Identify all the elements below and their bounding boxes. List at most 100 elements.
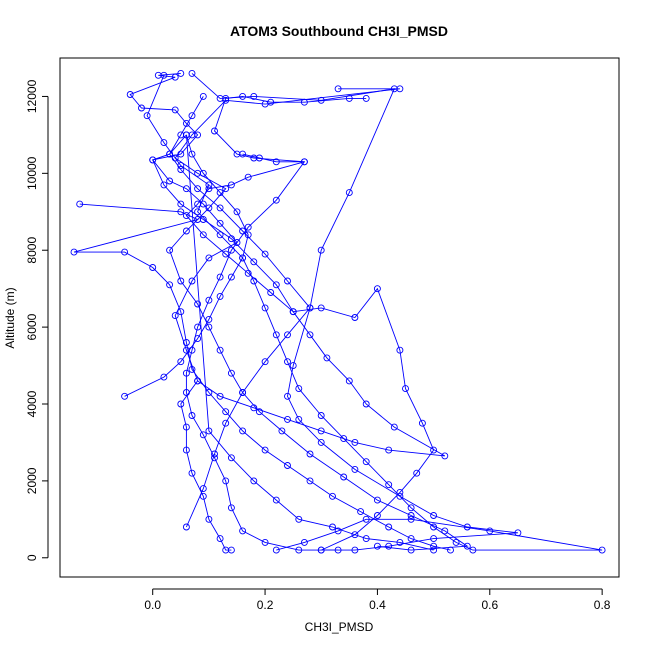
data-point — [272, 281, 280, 289]
data-point — [407, 512, 415, 519]
data-point — [121, 248, 129, 256]
x-tick-label: 0.0 — [144, 598, 161, 612]
plot-frame — [59, 57, 620, 578]
data-point — [413, 469, 421, 477]
data-series — [166, 85, 471, 554]
data-point — [267, 289, 275, 296]
data-point — [441, 527, 449, 535]
data-point — [227, 235, 235, 243]
data-point — [345, 377, 353, 385]
data-point — [244, 269, 252, 277]
data-point — [329, 492, 336, 500]
data-point — [261, 358, 269, 366]
data-point — [166, 281, 174, 289]
data-point — [239, 527, 247, 535]
data-point — [222, 477, 230, 485]
data-point — [284, 358, 291, 366]
data-point — [317, 412, 325, 419]
data-point — [205, 254, 213, 262]
data-point — [430, 535, 438, 543]
data-point — [188, 69, 196, 77]
data-series — [182, 92, 370, 554]
data-point — [177, 277, 185, 285]
data-point — [239, 254, 247, 262]
data-point — [300, 538, 308, 546]
data-point — [239, 427, 247, 435]
data-point — [250, 258, 258, 266]
data-point — [194, 185, 202, 193]
data-point — [385, 523, 393, 531]
y-tick-label: 2000 — [25, 467, 39, 494]
data-point — [188, 365, 196, 373]
data-point — [166, 246, 174, 254]
data-point — [295, 415, 303, 423]
data-point — [284, 331, 291, 339]
data-point — [430, 512, 438, 519]
y-tick-label: 12000 — [25, 79, 39, 113]
data-point — [182, 389, 190, 396]
data-point — [182, 185, 190, 193]
data-point — [182, 369, 190, 377]
data-point — [272, 158, 280, 166]
data-point — [166, 177, 174, 185]
data-point — [385, 446, 393, 454]
data-point — [334, 527, 342, 535]
data-point — [227, 454, 235, 462]
data-point — [261, 538, 269, 546]
data-series — [166, 92, 314, 531]
data-series — [121, 131, 438, 554]
data-point — [351, 465, 359, 473]
data-point — [199, 92, 207, 100]
data-point — [340, 473, 348, 481]
data-point — [149, 156, 157, 164]
data-point — [250, 92, 258, 100]
data-point — [334, 85, 342, 93]
data-point — [222, 250, 230, 258]
data-point — [357, 508, 365, 516]
data-point — [76, 200, 84, 208]
data-point — [188, 469, 196, 477]
series-line — [169, 88, 469, 551]
data-point — [194, 208, 202, 216]
data-point — [239, 92, 247, 100]
y-tick-label: 4000 — [25, 390, 39, 417]
data-point — [452, 538, 460, 546]
data-point — [272, 331, 280, 339]
data-point — [306, 450, 314, 458]
data-point — [362, 515, 370, 523]
data-point — [216, 219, 224, 227]
series-line — [73, 203, 451, 551]
data-point — [126, 91, 134, 98]
data-point — [199, 431, 207, 439]
data-point — [166, 150, 174, 158]
data-point — [345, 189, 353, 197]
data-point — [160, 373, 168, 381]
data-point — [177, 358, 185, 366]
data-point — [182, 523, 190, 531]
data-point — [272, 196, 280, 204]
data-point — [402, 385, 409, 393]
data-point — [390, 423, 398, 431]
data-point — [261, 446, 269, 454]
data-point — [362, 94, 370, 102]
data-point — [469, 546, 477, 554]
data-point — [194, 200, 202, 208]
chart-title: ATOM3 Southbound CH3I_PMSD — [230, 23, 448, 39]
data-point — [233, 208, 241, 216]
series-line — [152, 134, 435, 551]
data-point — [199, 169, 207, 177]
data-point — [396, 346, 404, 354]
data-point — [351, 438, 359, 446]
data-point — [373, 542, 381, 550]
data-point — [205, 181, 213, 189]
data-point — [188, 412, 196, 419]
data-point — [222, 419, 230, 427]
series-line — [169, 96, 311, 528]
data-point — [216, 292, 224, 300]
data-point — [306, 304, 314, 312]
data-point — [216, 346, 224, 354]
data-point — [177, 200, 185, 208]
x-axis-label: CH3I_PMSD — [305, 620, 374, 634]
